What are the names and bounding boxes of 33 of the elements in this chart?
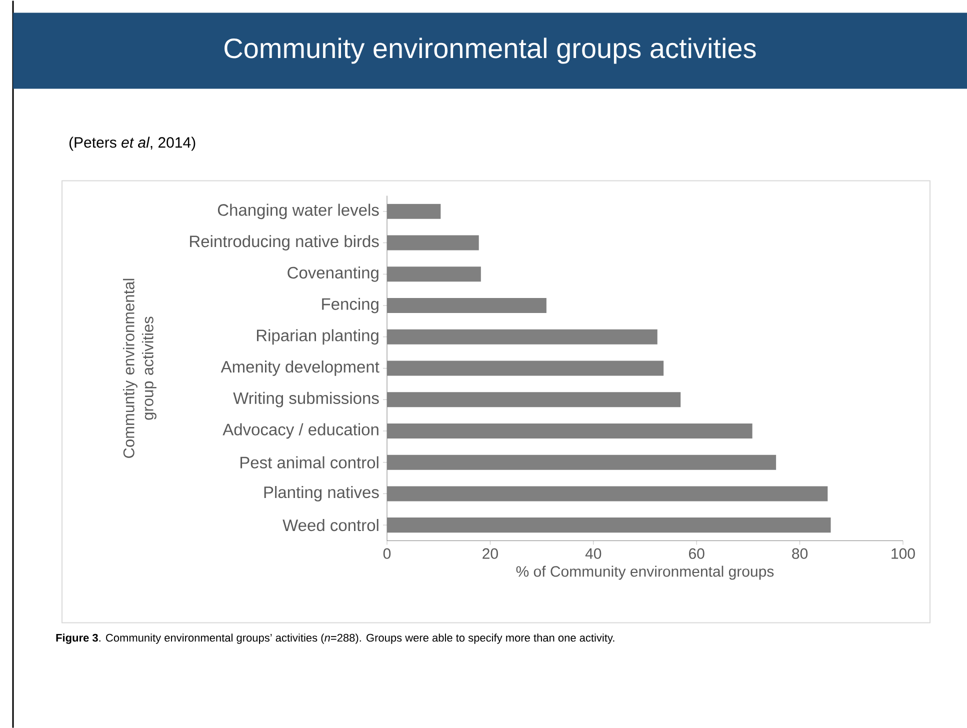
text: Figure 3. Community environmental groups’ activities (n=288). Groups were able to specify more than one activity. xyxy=(56,633,614,644)
y-tick-label: Pest animal control xyxy=(240,456,378,468)
y-axis-title: Communtiy environmental group activities xyxy=(122,278,156,458)
x-tick-label: 60 xyxy=(689,548,704,559)
bar xyxy=(387,454,776,470)
x-tick-label: 100 xyxy=(892,548,915,559)
bar xyxy=(387,486,828,501)
x-tick-label: 20 xyxy=(482,548,498,559)
y-tick-label: Amenity development xyxy=(220,360,380,376)
bar xyxy=(387,266,481,282)
bar xyxy=(387,517,831,532)
bar xyxy=(387,298,546,313)
y-tick-label: Planting natives xyxy=(264,486,379,502)
bar xyxy=(387,235,479,250)
y-tick-label: Weed control xyxy=(282,518,378,531)
y-tick-label: Fencing xyxy=(322,298,378,313)
x-tick-label: 40 xyxy=(585,548,602,559)
x-tick-label: 80 xyxy=(792,548,808,559)
y-tick-label: Writing submissions xyxy=(233,392,379,408)
bar xyxy=(387,329,658,344)
bar xyxy=(387,423,752,438)
y-tick-label: Changing water levels xyxy=(218,204,379,219)
chart-title: Community environmental groups activities xyxy=(224,37,756,64)
bar xyxy=(387,360,664,376)
text: (Peters et al, 2014) xyxy=(69,136,196,150)
x-axis-title: % of Community environmental groups xyxy=(516,566,774,580)
x-tick-label: 0 xyxy=(383,548,391,559)
y-tick-label: Covenanting xyxy=(288,266,378,282)
bar xyxy=(387,392,681,407)
y-tick-label: Riparian planting xyxy=(256,328,378,344)
y-tick-label: Reintroducing native birds xyxy=(190,234,379,250)
y-tick-label: Advocacy / education xyxy=(222,423,378,438)
bar xyxy=(387,204,441,219)
